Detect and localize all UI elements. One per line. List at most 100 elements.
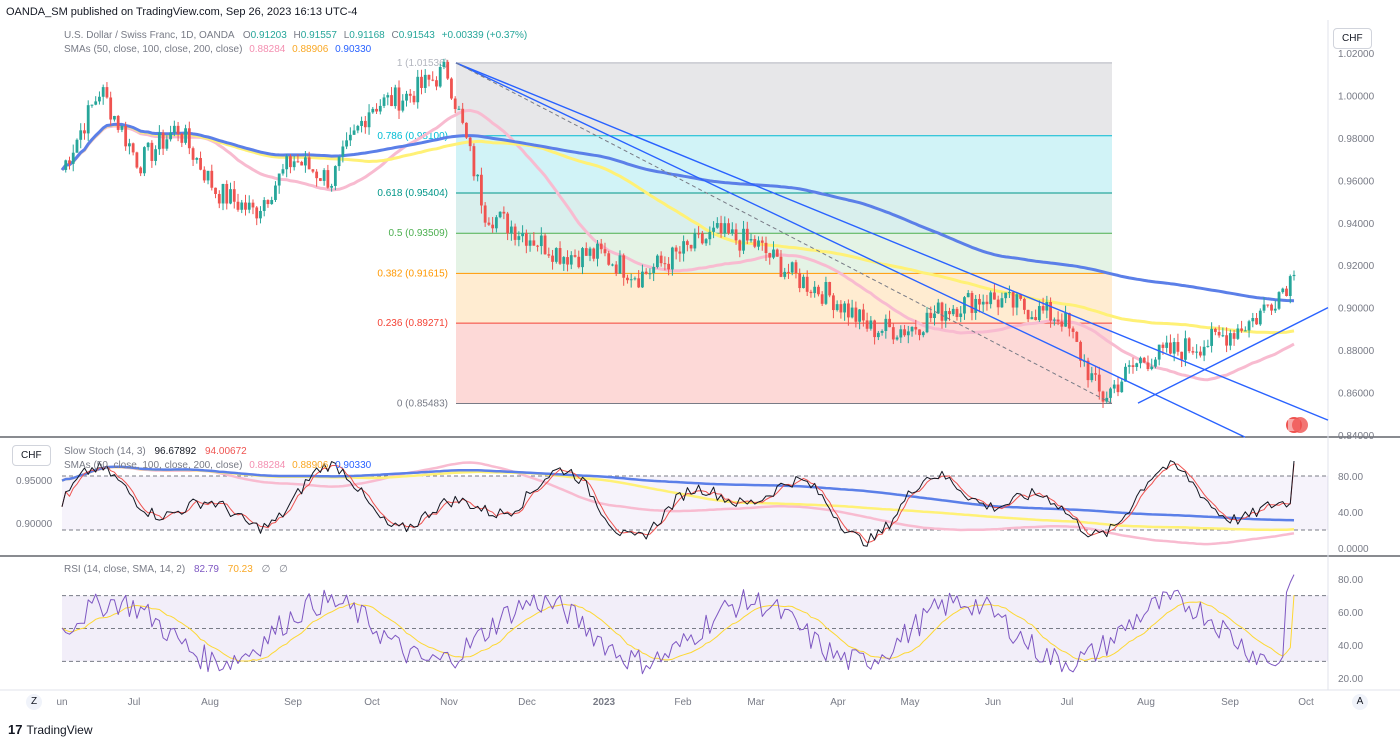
candle-body [1255, 317, 1258, 325]
candle-body [963, 297, 966, 314]
candle-body [146, 142, 150, 148]
candle-body [1139, 357, 1142, 364]
candle-body [483, 205, 487, 223]
candle-body [577, 256, 581, 268]
candle-body [453, 98, 457, 110]
candle-body [813, 286, 817, 294]
candle-body [461, 108, 465, 123]
us-flag-icon[interactable] [1286, 417, 1308, 433]
rsi-panel[interactable]: 80.00 60.00 40.00 20.00 [61, 574, 1363, 685]
price-axis[interactable]: 1.02000 1.00000 0.98000 0.96000 0.94000 0.920… [1338, 49, 1375, 442]
candle-body [745, 228, 749, 241]
price-tick-label: 0.94000 [1338, 219, 1375, 230]
candle-body [1067, 312, 1071, 329]
candle-body [843, 303, 847, 313]
candle-body [1034, 317, 1038, 321]
time-tick-label: Apr [830, 697, 846, 708]
candle-body [307, 157, 311, 170]
fib-level-label: 0.786 (0.98100) [377, 131, 448, 142]
candle-body [1206, 345, 1210, 347]
candle-body [1000, 298, 1004, 308]
candle-body [457, 108, 461, 110]
price-tick-label: 0.88000 [1338, 346, 1375, 357]
downtrend-line-upper [455, 62, 1329, 421]
candle-body [1019, 294, 1023, 299]
candle-body [1243, 330, 1247, 332]
candle-body [277, 173, 281, 186]
candle-body [502, 211, 506, 214]
candle-body [891, 327, 895, 340]
candle-body [420, 76, 423, 88]
candle-body [798, 273, 802, 289]
candle-body [101, 87, 105, 97]
candle-body [236, 201, 240, 210]
auto-scale-button[interactable]: A [1352, 694, 1368, 710]
candle-body [1157, 344, 1161, 360]
candle-body [1187, 338, 1191, 352]
stoch-currency-button[interactable]: CHF [12, 445, 51, 466]
candle-body [828, 281, 832, 296]
candle-body [536, 245, 539, 247]
candle-body [730, 229, 734, 234]
candle-body [839, 304, 843, 313]
candle-body [1135, 363, 1139, 367]
candle-body [1071, 328, 1075, 332]
candle-body [427, 74, 431, 80]
candle-body [378, 105, 382, 112]
currency-button[interactable]: CHF [1333, 28, 1372, 49]
candle-body [820, 294, 824, 304]
candle-body [558, 248, 562, 264]
candle-body [618, 255, 622, 274]
candle-body [154, 149, 158, 161]
candle-body [682, 241, 686, 254]
stoch-band-fill [62, 476, 1328, 530]
candle-body [1004, 292, 1008, 299]
candle-body [281, 169, 285, 174]
candle-body [869, 320, 873, 329]
candle-body [1045, 301, 1049, 311]
candle-body [697, 233, 700, 235]
candlesticks [64, 58, 1296, 408]
candle-body [480, 174, 483, 206]
candle-body [285, 156, 289, 170]
candle-body [1247, 321, 1251, 331]
candle-body [1022, 298, 1026, 310]
downtrend-line-lower [455, 62, 1246, 438]
candle-body [341, 146, 345, 157]
candle-body [1090, 373, 1094, 381]
candle-body [217, 193, 221, 204]
candle-body [596, 243, 599, 259]
candle-body [311, 169, 315, 172]
candle-body [753, 239, 757, 247]
candle-body [292, 161, 296, 168]
candle-body [603, 249, 607, 254]
candle-body [161, 132, 165, 149]
candle-body [794, 262, 798, 274]
candle-body [562, 257, 566, 264]
tradingview-footer[interactable]: 17 TradingView [8, 722, 93, 737]
stoch-overlay-sma50 [61, 461, 1295, 546]
candle-body [532, 240, 536, 246]
rsi-tick-label: 20.00 [1338, 674, 1363, 685]
trendlines[interactable] [455, 62, 1329, 438]
time-axis[interactable]: un Jul Aug Sep Oct Nov Dec 2023 Feb Mar Apr May Jun J… [56, 697, 1314, 708]
candle-body [569, 255, 573, 265]
candle-body [416, 76, 420, 103]
candle-body [775, 249, 779, 257]
candle-body [289, 156, 292, 168]
candle-body [442, 61, 446, 68]
candle-body [663, 263, 667, 265]
candle-body [996, 299, 1000, 308]
candle-body [614, 264, 618, 274]
candle-body [1169, 342, 1172, 354]
fibonacci-retracement[interactable]: 1 (1.01536) 0.786 (0.98100) 0.618 (0.95404… [377, 58, 1112, 410]
candle-body [779, 256, 783, 277]
stochastic-panel[interactable]: 80.00 40.00 0.0000 0.95000 0.90000 [16, 460, 1369, 555]
candle-body [641, 271, 644, 288]
candle-body [262, 200, 266, 211]
candle-body [1180, 351, 1184, 360]
candle-body [142, 147, 146, 174]
zoom-button[interactable]: Z [26, 694, 42, 710]
fib-level-label: 0 (0.85483) [397, 399, 448, 410]
